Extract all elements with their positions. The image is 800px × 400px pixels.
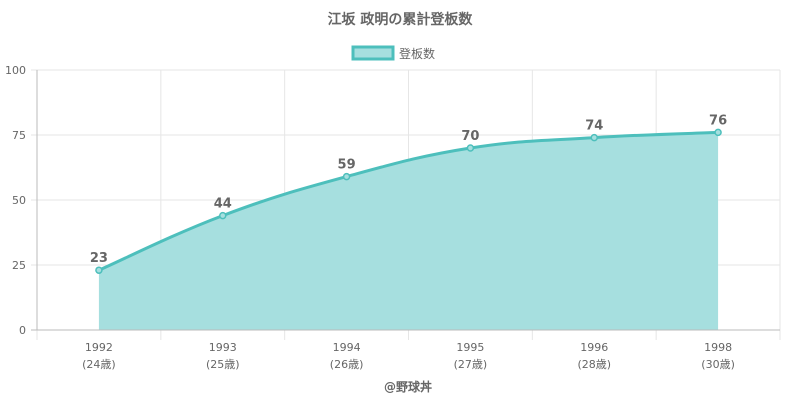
x-tick-label: 1996	[580, 341, 608, 354]
x-tick-label: 1998	[704, 341, 732, 354]
data-point	[466, 144, 475, 152]
data-label: 23	[90, 251, 108, 266]
data-label: 44	[214, 197, 232, 212]
x-tick-sublabel: (27歳)	[454, 358, 488, 371]
series-line	[98, 130, 719, 272]
credit-text: @野球丼	[384, 379, 432, 394]
data-label: 70	[461, 129, 479, 144]
x-tick-label: 1994	[333, 341, 361, 354]
x-tick-label: 1995	[456, 341, 484, 354]
series-area-fill	[98, 132, 719, 330]
data-point	[714, 128, 722, 137]
data-point	[342, 172, 351, 181]
x-tick-label: 1993	[209, 341, 237, 354]
data-label: 59	[338, 158, 356, 173]
y-tick-label: 25	[12, 259, 26, 272]
data-point	[590, 133, 598, 142]
legend[interactable]: 登板数	[351, 45, 435, 61]
legend-swatch	[351, 45, 395, 61]
y-tick-label: 100	[5, 64, 26, 77]
y-tick-label: 75	[12, 129, 26, 142]
legend-label: 登板数	[399, 46, 435, 61]
chart-title: 江坂 政明の累計登板数	[328, 11, 474, 28]
data-point	[95, 266, 103, 274]
data-label: 76	[709, 113, 727, 128]
data-point	[219, 211, 227, 220]
x-tick-sublabel: (24歳)	[82, 358, 116, 371]
x-tick-sublabel: (26歳)	[330, 358, 364, 371]
x-tick-sublabel: (30歳)	[701, 358, 735, 371]
x-tick-label: 1992	[85, 341, 113, 354]
plot-area	[95, 128, 722, 330]
y-tick-label: 0	[19, 324, 26, 337]
axes	[31, 70, 780, 331]
x-tick-sublabel: (25歳)	[206, 358, 240, 371]
y-tick-label: 50	[12, 194, 26, 207]
x-tick-sublabel: (28歳)	[577, 358, 611, 371]
labels: 0 25 50 75 100 23 1992 (24歳) 44 1993 (25歳) 59 1994 (2…	[5, 64, 735, 371]
data-label: 74	[585, 119, 603, 134]
